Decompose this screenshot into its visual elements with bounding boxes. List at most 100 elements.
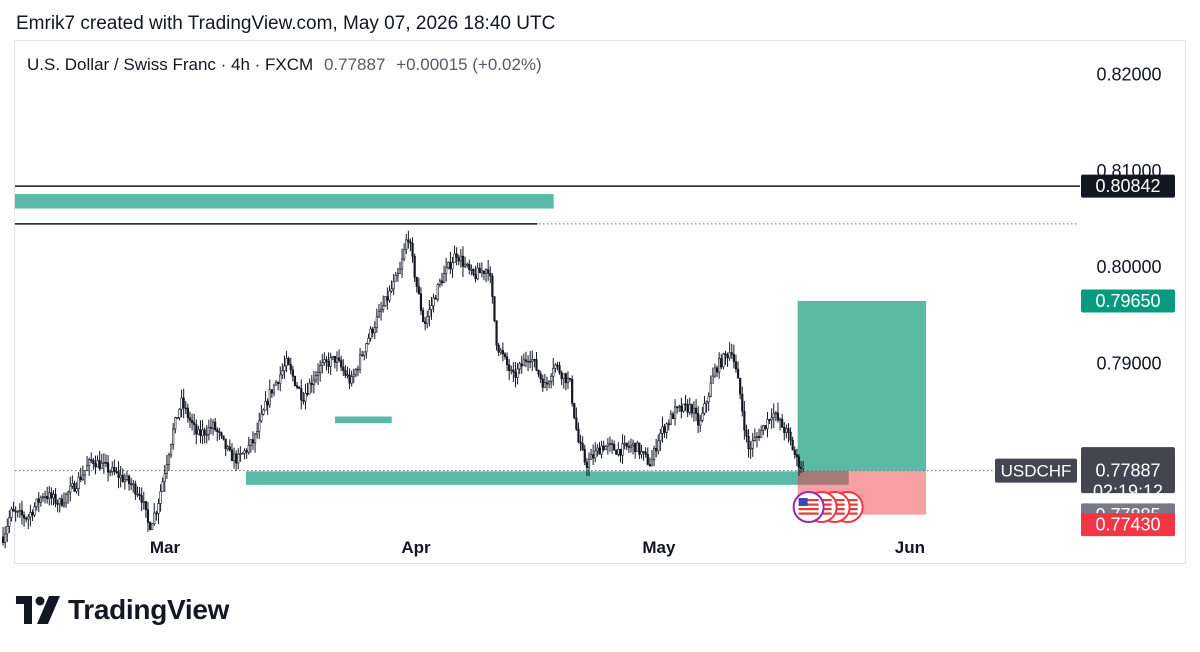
candle-body bbox=[216, 429, 219, 432]
candle-body bbox=[436, 284, 439, 300]
candle-body bbox=[552, 367, 555, 377]
candle-body bbox=[543, 382, 546, 388]
candle-body bbox=[123, 479, 126, 482]
candle-body bbox=[295, 385, 299, 388]
candle-body bbox=[694, 407, 698, 414]
candle-body bbox=[247, 445, 250, 453]
candle-body bbox=[138, 493, 141, 496]
candle-body bbox=[283, 365, 286, 371]
candle-body bbox=[776, 412, 780, 421]
candle-body bbox=[487, 269, 490, 274]
candle-body bbox=[379, 309, 383, 312]
candle-body bbox=[413, 255, 416, 278]
candle-body bbox=[665, 423, 668, 433]
candle-body bbox=[96, 460, 99, 468]
candle-body bbox=[476, 267, 479, 280]
candle-body bbox=[94, 463, 97, 468]
candle-body bbox=[214, 421, 217, 430]
candle-body bbox=[604, 445, 607, 451]
candle-body bbox=[613, 444, 616, 451]
candle-body bbox=[312, 379, 315, 386]
candle-body bbox=[539, 373, 542, 380]
candle-body bbox=[245, 450, 248, 453]
candle-body bbox=[736, 368, 740, 379]
candle-body bbox=[1, 536, 5, 543]
candle-body bbox=[117, 471, 120, 478]
candle-body bbox=[25, 517, 28, 520]
candle-body bbox=[354, 369, 357, 376]
candle-body bbox=[361, 354, 364, 357]
candle-body bbox=[298, 386, 301, 389]
candle-body bbox=[659, 433, 662, 442]
candle-body bbox=[581, 443, 584, 450]
candle-body bbox=[688, 404, 691, 413]
candle-body bbox=[608, 443, 612, 445]
candle-body bbox=[241, 452, 244, 455]
candle-body bbox=[434, 297, 437, 300]
candle-body bbox=[718, 358, 721, 373]
candle-body bbox=[669, 413, 672, 425]
candle-body bbox=[69, 485, 72, 493]
candle-body bbox=[4, 533, 7, 543]
candle-body bbox=[489, 272, 492, 277]
candle-body bbox=[793, 449, 796, 455]
candle-body bbox=[390, 288, 393, 292]
candle-body bbox=[329, 357, 332, 367]
candle-body bbox=[77, 476, 80, 489]
candle-body bbox=[610, 443, 614, 445]
us-flag-icon bbox=[792, 491, 825, 523]
candle-body bbox=[310, 382, 313, 386]
candle-body bbox=[79, 476, 82, 481]
candle-body bbox=[304, 393, 307, 402]
candle-body bbox=[388, 290, 391, 301]
candle-body bbox=[167, 454, 171, 465]
candle-body bbox=[495, 320, 498, 346]
candle-body bbox=[205, 434, 208, 437]
candle-body bbox=[10, 508, 13, 518]
candle-body bbox=[768, 419, 771, 421]
candle-body bbox=[67, 491, 70, 495]
candle-body bbox=[518, 363, 521, 370]
candle-body bbox=[728, 352, 731, 359]
candle-body bbox=[799, 466, 803, 469]
candle-body bbox=[363, 351, 366, 356]
candle-body bbox=[547, 381, 551, 385]
candle-body bbox=[64, 493, 68, 504]
candle-body bbox=[753, 437, 756, 441]
candle-body bbox=[382, 305, 385, 310]
candle-body bbox=[680, 405, 683, 412]
candle-body bbox=[568, 378, 572, 380]
flag-stripe bbox=[798, 512, 819, 515]
candle-body bbox=[447, 261, 450, 268]
candle-body bbox=[661, 426, 664, 434]
candle-body bbox=[428, 309, 431, 317]
candle-body bbox=[367, 338, 370, 345]
candle-body bbox=[289, 364, 292, 371]
candle-body bbox=[174, 417, 177, 430]
candle-body bbox=[524, 359, 528, 362]
candle-body bbox=[199, 429, 202, 437]
candle-body bbox=[60, 498, 63, 506]
candle-body bbox=[134, 483, 137, 495]
candle-body bbox=[724, 353, 727, 356]
candle-body bbox=[514, 371, 517, 378]
candle-body bbox=[755, 436, 759, 438]
candle-body bbox=[652, 447, 656, 461]
candle-body bbox=[684, 403, 687, 406]
candle-body bbox=[306, 393, 309, 395]
symbol-badge-bg bbox=[995, 458, 1077, 483]
candle-body bbox=[690, 404, 693, 414]
candle-body bbox=[730, 352, 733, 355]
candle-body bbox=[151, 523, 154, 530]
candle-body bbox=[106, 462, 110, 473]
supply-zone bbox=[15, 194, 554, 209]
candle-body bbox=[369, 328, 372, 339]
candle-body bbox=[75, 488, 78, 492]
candle-body bbox=[392, 280, 395, 290]
candle-body bbox=[316, 372, 320, 376]
candle-body bbox=[600, 445, 603, 455]
y-tick-label: 0.79000 bbox=[1096, 354, 1161, 374]
candle-body bbox=[638, 442, 641, 455]
candle-body bbox=[699, 420, 702, 426]
